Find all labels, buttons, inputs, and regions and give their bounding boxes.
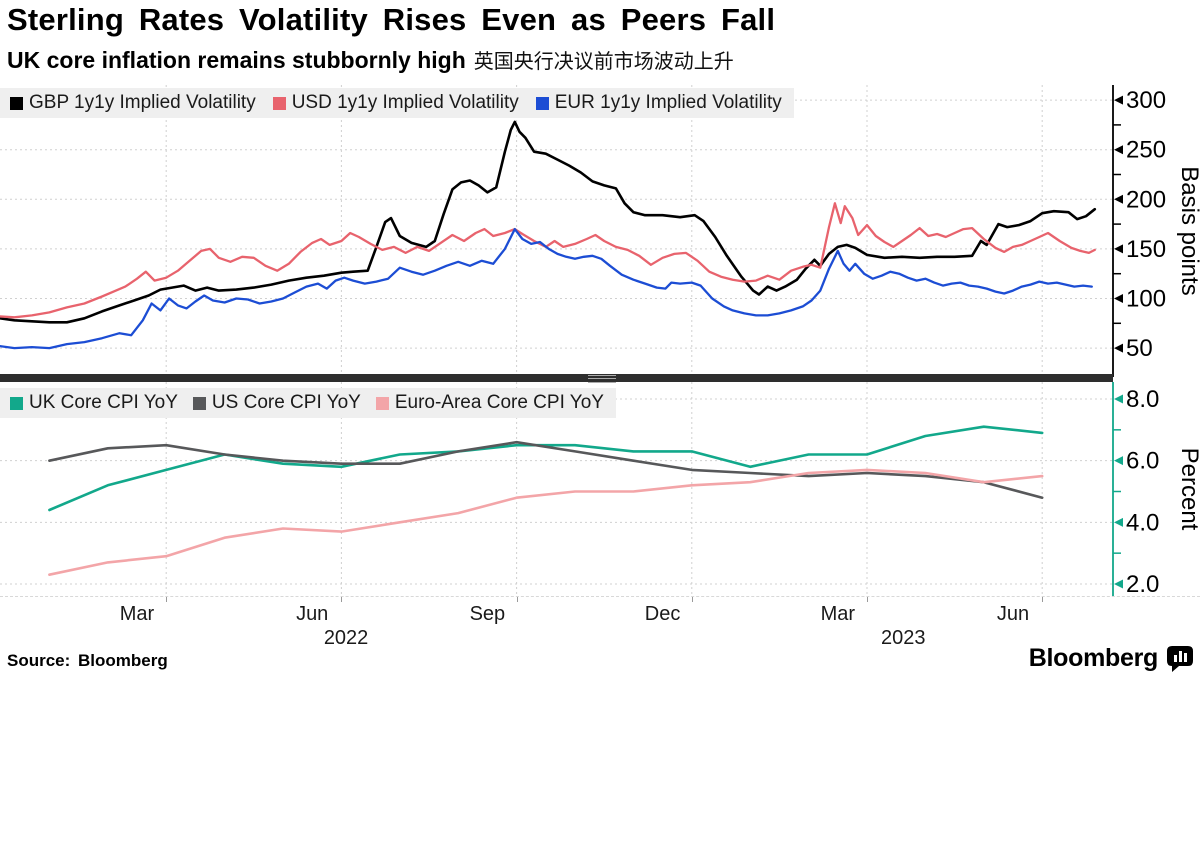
eur-line — [0, 227, 1093, 350]
panel-resize-divider[interactable] — [0, 374, 1113, 383]
legend-item-gbp: GBP 1y1y Implied Volatility — [10, 92, 256, 114]
y-tick-label: 6.0 — [1126, 448, 1159, 475]
y-axis-title: Basis points — [1176, 166, 1200, 295]
bloomberg-logo-icon — [1167, 646, 1193, 672]
legend-label: US Core CPI YoY — [211, 392, 361, 413]
euro_area-line — [48, 468, 1044, 576]
y-tick-label: 200 — [1126, 186, 1166, 213]
legend-swatch-uk — [10, 396, 23, 410]
y-tick-arrow-icon — [1114, 343, 1123, 353]
legend-swatch-gbp — [10, 96, 23, 110]
uk-line — [48, 425, 1044, 512]
y-tick-label: 100 — [1126, 286, 1166, 313]
x-month-label: Sep — [469, 603, 506, 625]
legend-label: UK Core CPI YoY — [29, 392, 178, 413]
y-tick-label: 150 — [1126, 236, 1166, 263]
legend-swatch-us — [192, 396, 206, 410]
x-tick — [867, 597, 868, 602]
y-tick-label: 250 — [1126, 137, 1166, 164]
y-tick-arrow-icon — [1114, 456, 1123, 466]
bloomberg-brand: Bloomberg — [1029, 644, 1194, 673]
legend-item-us: US Core CPI YoY — [192, 392, 361, 414]
legend-swatch-usd — [272, 96, 286, 110]
gbp-line — [0, 120, 1097, 324]
y-tick-label: 50 — [1126, 335, 1153, 362]
y-tick-arrow-icon — [1114, 145, 1123, 155]
y-tick-label: 2.0 — [1126, 571, 1159, 596]
y-tick-arrow-icon — [1114, 194, 1123, 204]
x-year-label: 2022 — [323, 627, 369, 649]
x-month-label: Jun — [996, 603, 1030, 625]
cpi-legend: UK Core CPI YoY US Core CPI YoY Euro-Area … — [0, 388, 616, 418]
divider-grip-icon — [588, 375, 616, 383]
subtitle-en: UK core inflation remains stubbornly hig… — [7, 47, 466, 73]
legend-label: GBP 1y1y Implied Volatility — [29, 92, 256, 113]
legend-item-eur: EUR 1y1y Implied Volatility — [535, 92, 782, 114]
x-month-label: Mar — [119, 603, 155, 625]
x-month-label: Mar — [820, 603, 856, 625]
bloomberg-wordmark: Bloomberg — [1028, 644, 1159, 672]
x-month-label: Jun — [296, 603, 329, 625]
y-tick-label: 300 — [1126, 87, 1166, 114]
y-axis-title: Percent — [1176, 448, 1200, 531]
x-tick — [691, 597, 693, 602]
x-tick — [166, 597, 168, 602]
y-tick-label: 4.0 — [1126, 509, 1159, 536]
x-month-label: Dec — [644, 603, 681, 625]
volatility-chart: 300 250 200 150 100 50 Basis points — [0, 85, 1200, 377]
source-label: Source: Bloomberg — [7, 651, 168, 670]
us-line — [48, 440, 1044, 499]
legend-item-uk: UK Core CPI YoY — [10, 392, 178, 414]
legend-swatch-eur — [535, 96, 549, 110]
page-title: Sterling Rates Volatility Rises Even as … — [7, 2, 776, 37]
x-tick — [516, 597, 518, 602]
legend-swatch-euro_area — [375, 396, 389, 410]
legend-label: USD 1y1y Implied Volatility — [291, 92, 519, 113]
legend-label: Euro-Area Core CPI YoY — [394, 392, 604, 413]
y-tick-arrow-icon — [1114, 294, 1123, 303]
x-axis: Mar Jun Sep Dec Mar Jun 2022 2023 — [0, 596, 1200, 651]
x-tick — [341, 597, 343, 602]
subtitle: UK core inflation remains stubbornly hig… — [7, 45, 734, 74]
legend-item-usd: USD 1y1y Implied Volatility — [272, 92, 519, 114]
y-tick-arrow-icon — [1114, 517, 1123, 527]
y-tick-arrow-icon — [1114, 394, 1123, 404]
y-tick-arrow-icon — [1114, 579, 1123, 589]
volatility-legend: GBP 1y1y Implied Volatility USD 1y1y Impl… — [0, 88, 794, 118]
legend-item-euro_area: Euro-Area Core CPI YoY — [375, 392, 604, 414]
y-tick-arrow-icon — [1114, 244, 1123, 254]
y-tick-arrow-icon — [1114, 95, 1123, 105]
x-year-label: 2023 — [880, 627, 926, 649]
legend-label: EUR 1y1y Implied Volatility — [554, 92, 782, 113]
x-tick — [1042, 597, 1044, 602]
usd-line — [0, 202, 1096, 319]
y-tick-label: 8.0 — [1126, 386, 1159, 413]
subtitle-zh: 英国央行决议前市场波动上升 — [473, 51, 734, 73]
